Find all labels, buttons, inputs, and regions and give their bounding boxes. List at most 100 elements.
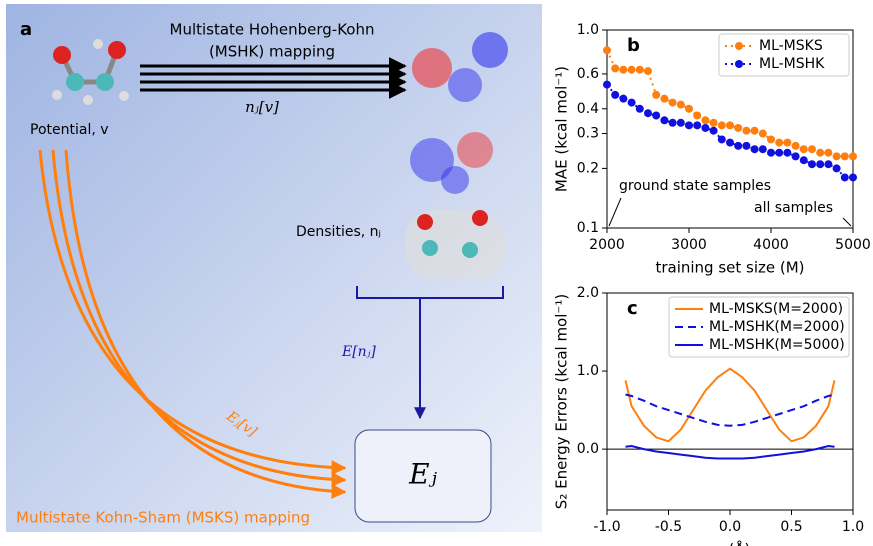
y-tick-label: 0.6 (577, 66, 599, 82)
data-point (628, 66, 636, 74)
mshk-title: Multistate Hohenberg-Kohn (170, 21, 375, 39)
y-tick-label: 0.1 (577, 220, 599, 236)
data-point (767, 135, 775, 143)
data-point (792, 142, 800, 150)
data-point (718, 135, 726, 143)
data-point (693, 121, 701, 129)
msks-title: Multistate Kohn-Sham (MSKS) mapping (16, 509, 310, 527)
data-point (833, 152, 841, 160)
legend-label: ML-MSKS (759, 38, 823, 54)
data-point (849, 173, 857, 181)
y-tick-label: 1.0 (577, 363, 599, 379)
series-line (626, 369, 835, 442)
data-point (693, 111, 701, 119)
x-tick-label: 5000 (835, 237, 871, 253)
result-label: Eⱼ (408, 458, 437, 491)
y-axis-label: S₂ Energy Errors (kcal mol⁻¹) (553, 294, 571, 509)
panel-label: a (20, 19, 32, 40)
annotation-pointer (609, 198, 621, 226)
legend-label: ML-MSHK (759, 56, 825, 72)
data-point (636, 66, 644, 74)
x-tick-label: 4000 (753, 237, 789, 253)
data-point (710, 127, 718, 135)
x-tick-label: 2000 (589, 237, 625, 253)
series-line (607, 85, 853, 178)
data-point (652, 91, 660, 99)
panel-label: c (627, 298, 638, 319)
data-point (759, 130, 767, 138)
data-point (824, 149, 832, 157)
data-point (652, 111, 660, 119)
data-point (726, 139, 734, 147)
data-point (816, 149, 824, 157)
x-tick-label: -0.5 (655, 519, 682, 535)
y-tick-label: 1.0 (577, 22, 599, 38)
data-point (808, 145, 816, 153)
data-point (685, 121, 693, 129)
data-point (660, 95, 668, 103)
y-tick-label: 0.2 (577, 160, 599, 176)
figure: a Multistate Hohenberg-Kohn (MSHK) mappi… (0, 0, 873, 546)
data-point (611, 91, 619, 99)
data-point (701, 124, 709, 132)
y-tick-label: 0.4 (577, 101, 599, 117)
energy-functional-label: E[nⱼ] (341, 344, 376, 360)
data-point (759, 145, 767, 153)
data-point (677, 119, 685, 127)
page: a Multistate Hohenberg-Kohn (MSHK) mappi… (0, 0, 873, 546)
legend-label: ML-MSKS(M=2000) (709, 301, 843, 317)
data-point (734, 124, 742, 132)
data-point (833, 164, 841, 172)
data-point (619, 66, 627, 74)
data-point (734, 142, 742, 150)
data-point (636, 105, 644, 113)
data-point (701, 116, 709, 124)
data-point (800, 156, 808, 164)
x-tick-label: 0.0 (719, 519, 741, 535)
data-point (767, 149, 775, 157)
data-point (726, 121, 734, 129)
data-point (841, 173, 849, 181)
data-point (775, 149, 783, 157)
chart: -1.0-0.50.00.51.00.01.02.0r₋ (Å)S₂ Energ… (553, 285, 865, 546)
data-point (611, 64, 619, 72)
data-point (775, 139, 783, 147)
annotation: all samples (754, 200, 833, 216)
data-point (628, 99, 636, 107)
y-tick-label: 0.0 (577, 441, 599, 457)
data-point (783, 149, 791, 157)
potential-label: Potential, v (30, 122, 109, 138)
data-point (808, 160, 816, 168)
densities-label: Densities, nⱼ (296, 224, 381, 240)
data-point (644, 67, 652, 75)
data-point (751, 145, 759, 153)
data-point (751, 127, 759, 135)
x-tick-label: 3000 (671, 237, 707, 253)
data-point (742, 127, 750, 135)
data-point (644, 109, 652, 117)
data-point (685, 105, 693, 113)
legend-marker (735, 60, 743, 68)
data-point (677, 101, 685, 109)
panel-a: a Multistate Hohenberg-Kohn (MSHK) mappi… (6, 4, 542, 532)
legend-label: ML-MSHK(M=5000) (709, 337, 845, 353)
mshk-title: (MSHK) mapping (209, 43, 335, 61)
data-point (824, 160, 832, 168)
annotation: ground state samples (619, 178, 771, 194)
data-point (603, 46, 611, 54)
y-axis-label: MAE (kcal mol⁻¹) (553, 66, 571, 192)
data-point (619, 95, 627, 103)
data-point (603, 81, 611, 89)
y-tick-label: 2.0 (577, 285, 599, 301)
x-axis-label: r₋ (Å) (710, 540, 751, 546)
data-point (742, 142, 750, 150)
x-tick-label: -1.0 (593, 519, 620, 535)
data-point (710, 119, 718, 127)
data-point (816, 160, 824, 168)
legend-label: ML-MSHK(M=2000) (709, 319, 845, 335)
data-point (800, 145, 808, 153)
data-point (669, 119, 677, 127)
data-point (660, 116, 668, 124)
y-tick-label: 0.3 (577, 126, 599, 142)
data-point (841, 152, 849, 160)
